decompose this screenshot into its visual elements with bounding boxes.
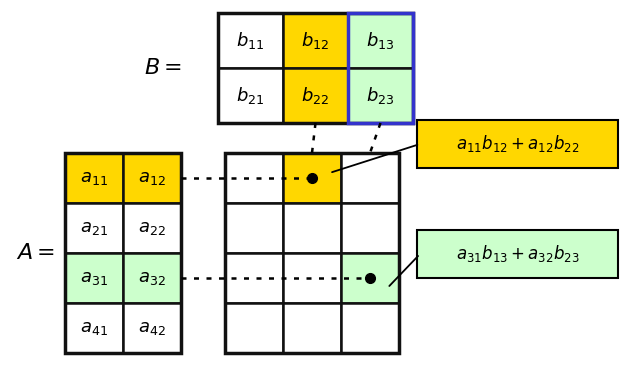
Text: $A=$: $A=$ bbox=[15, 242, 54, 264]
Bar bbox=[283, 253, 341, 303]
Text: $a_{11}b_{12} + a_{12}b_{22}$: $a_{11}b_{12} + a_{12}b_{22}$ bbox=[456, 134, 579, 154]
Bar bbox=[65, 303, 123, 353]
Text: $b_{12}$: $b_{12}$ bbox=[301, 30, 330, 51]
Text: $b_{23}$: $b_{23}$ bbox=[366, 85, 395, 106]
Bar bbox=[283, 303, 341, 353]
Bar bbox=[283, 153, 341, 203]
Text: $a_{12}$: $a_{12}$ bbox=[138, 169, 166, 187]
Bar bbox=[225, 153, 399, 353]
Bar bbox=[225, 203, 283, 253]
Text: $b_{21}$: $b_{21}$ bbox=[236, 85, 265, 106]
Text: $a_{31}b_{13} + a_{32}b_{23}$: $a_{31}b_{13} + a_{32}b_{23}$ bbox=[456, 244, 579, 265]
FancyBboxPatch shape bbox=[417, 230, 618, 278]
Bar bbox=[341, 253, 399, 303]
Bar bbox=[123, 153, 181, 203]
Bar bbox=[348, 68, 413, 123]
Bar bbox=[225, 153, 283, 203]
Bar bbox=[123, 253, 181, 303]
Text: $b_{13}$: $b_{13}$ bbox=[366, 30, 395, 51]
Bar bbox=[348, 13, 413, 68]
Text: $a_{31}$: $a_{31}$ bbox=[80, 269, 108, 287]
Bar bbox=[65, 153, 123, 203]
Bar bbox=[123, 303, 181, 353]
Text: $a_{21}$: $a_{21}$ bbox=[80, 219, 108, 237]
Bar bbox=[65, 253, 123, 303]
Bar bbox=[218, 68, 283, 123]
Text: $b_{11}$: $b_{11}$ bbox=[236, 30, 265, 51]
Text: $a_{22}$: $a_{22}$ bbox=[138, 219, 166, 237]
Bar bbox=[341, 153, 399, 203]
Bar bbox=[218, 13, 283, 68]
Bar bbox=[341, 203, 399, 253]
Text: $a_{32}$: $a_{32}$ bbox=[138, 269, 166, 287]
Bar bbox=[65, 153, 181, 353]
Bar bbox=[341, 303, 399, 353]
Text: $a_{41}$: $a_{41}$ bbox=[80, 319, 108, 337]
Bar bbox=[348, 13, 413, 123]
Text: $b_{22}$: $b_{22}$ bbox=[301, 85, 330, 106]
Bar bbox=[65, 203, 123, 253]
Text: $a_{42}$: $a_{42}$ bbox=[138, 319, 166, 337]
Text: $a_{11}$: $a_{11}$ bbox=[80, 169, 108, 187]
Bar bbox=[283, 13, 348, 68]
Bar bbox=[225, 253, 283, 303]
Bar bbox=[225, 303, 283, 353]
Text: $B=$: $B=$ bbox=[144, 57, 182, 79]
Bar bbox=[218, 13, 413, 123]
FancyBboxPatch shape bbox=[417, 120, 618, 168]
Bar bbox=[283, 203, 341, 253]
Bar bbox=[123, 203, 181, 253]
Bar bbox=[283, 68, 348, 123]
